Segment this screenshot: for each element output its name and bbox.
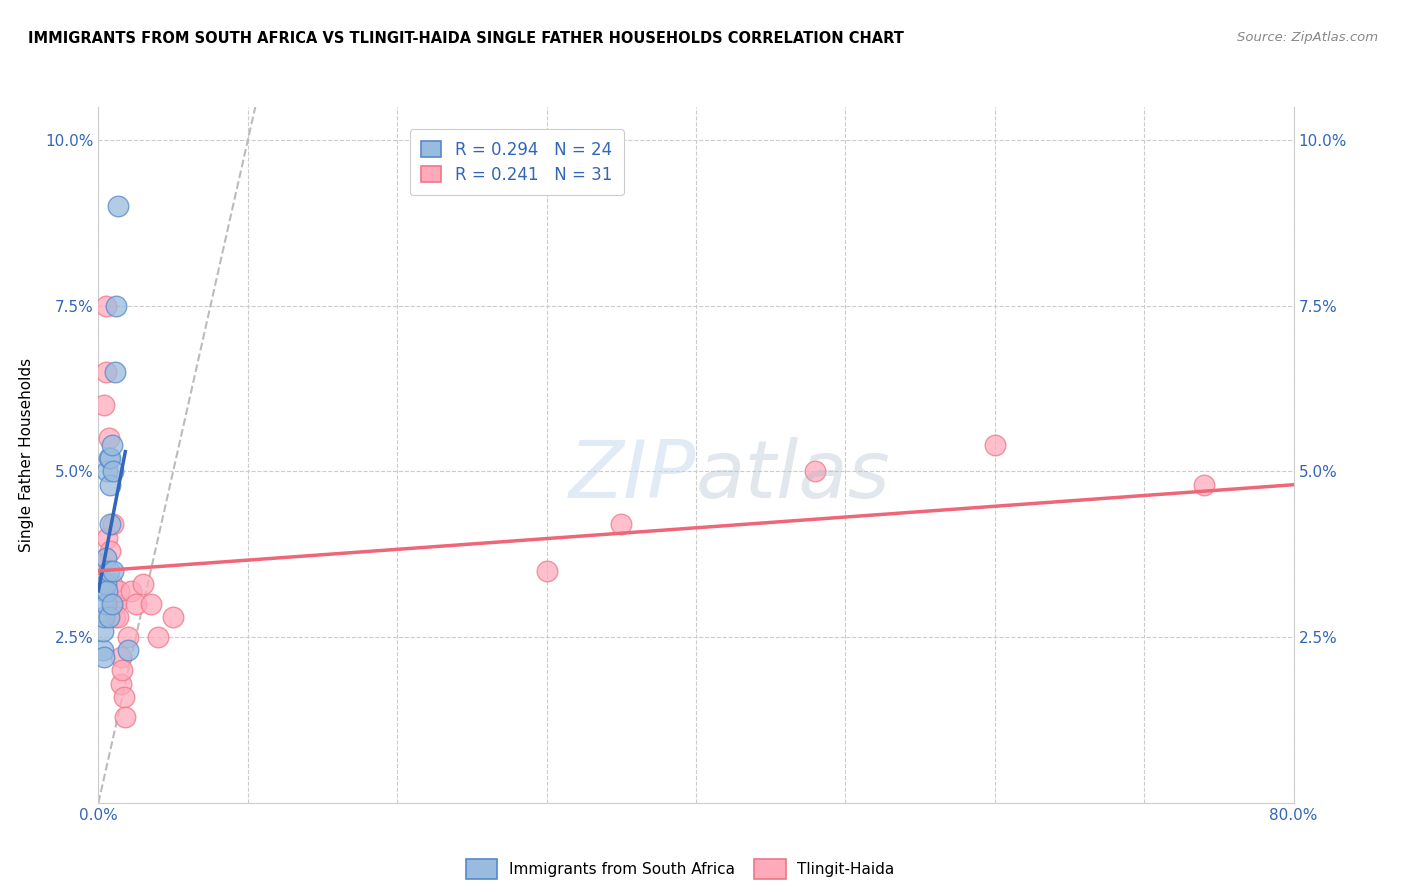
Bar xyxy=(754,859,786,879)
Point xyxy=(100,544,122,558)
Point xyxy=(94,597,117,611)
Point xyxy=(90,558,112,572)
Point xyxy=(101,577,124,591)
Point xyxy=(984,438,1007,452)
Point xyxy=(139,597,162,611)
Point xyxy=(110,676,132,690)
Point xyxy=(94,365,117,379)
Point xyxy=(100,517,122,532)
Point xyxy=(100,451,122,466)
Bar xyxy=(465,859,498,879)
Point xyxy=(117,643,139,657)
Point xyxy=(104,365,127,379)
Point xyxy=(104,610,127,624)
Point xyxy=(97,564,120,578)
Point xyxy=(91,624,114,638)
Point xyxy=(132,577,155,591)
Point xyxy=(93,650,115,665)
Point xyxy=(105,299,128,313)
Point xyxy=(96,531,118,545)
Point xyxy=(93,398,115,412)
Point xyxy=(1192,477,1215,491)
Point xyxy=(103,517,125,532)
Point xyxy=(94,299,117,313)
Point xyxy=(117,630,139,644)
Point xyxy=(97,610,120,624)
Y-axis label: Single Father Households: Single Father Households xyxy=(20,358,34,552)
Text: Tlingit-Haida: Tlingit-Haida xyxy=(797,863,894,877)
Point xyxy=(97,431,120,445)
Point xyxy=(101,438,124,452)
Point xyxy=(536,564,558,578)
Point xyxy=(91,643,114,657)
Text: Immigrants from South Africa: Immigrants from South Africa xyxy=(509,863,735,877)
Point xyxy=(94,577,117,591)
Point xyxy=(103,597,125,611)
Point xyxy=(108,583,131,598)
Point xyxy=(103,465,125,479)
Point xyxy=(100,477,122,491)
Point xyxy=(610,517,633,532)
Text: IMMIGRANTS FROM SOUTH AFRICA VS TLINGIT-HAIDA SINGLE FATHER HOUSEHOLDS CORRELATI: IMMIGRANTS FROM SOUTH AFRICA VS TLINGIT-… xyxy=(28,31,904,46)
Text: ZIP: ZIP xyxy=(568,437,696,515)
Legend: R = 0.294   N = 24, R = 0.241   N = 31: R = 0.294 N = 24, R = 0.241 N = 31 xyxy=(409,129,624,195)
Point xyxy=(93,610,115,624)
Point xyxy=(93,583,115,598)
Point xyxy=(120,583,142,598)
Point xyxy=(110,650,132,665)
Point xyxy=(804,465,827,479)
Point xyxy=(114,709,136,723)
Point xyxy=(162,610,184,624)
Point xyxy=(94,550,117,565)
Point xyxy=(105,597,128,611)
Point xyxy=(148,630,170,644)
Point xyxy=(96,583,118,598)
Point xyxy=(111,663,134,677)
Point xyxy=(107,199,129,213)
Point xyxy=(96,465,118,479)
Point xyxy=(125,597,148,611)
Point xyxy=(101,597,124,611)
Point xyxy=(103,564,125,578)
Point xyxy=(97,451,120,466)
Point xyxy=(112,690,135,704)
Text: Source: ZipAtlas.com: Source: ZipAtlas.com xyxy=(1237,31,1378,45)
Point xyxy=(107,610,129,624)
Text: atlas: atlas xyxy=(696,437,891,515)
